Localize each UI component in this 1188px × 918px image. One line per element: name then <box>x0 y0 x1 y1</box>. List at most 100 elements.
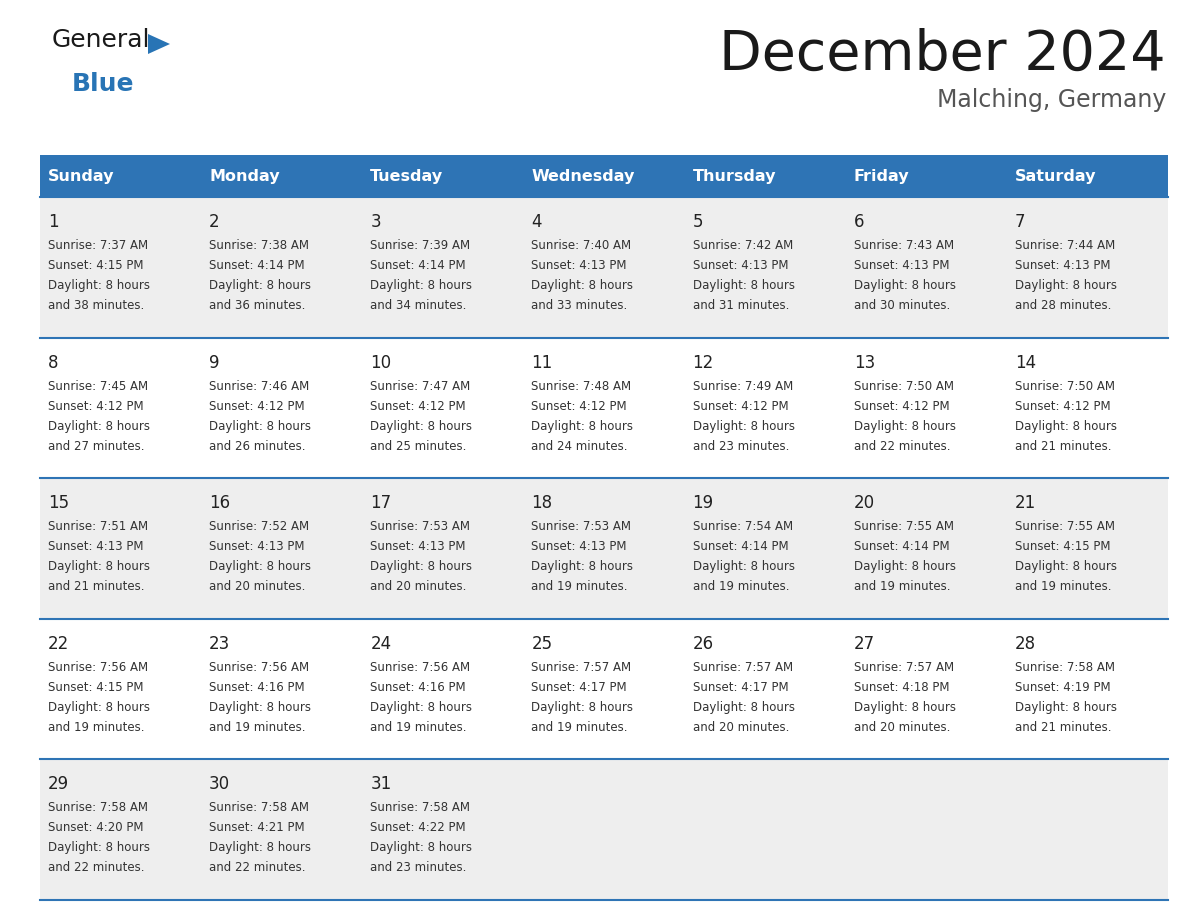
Text: Sunset: 4:14 PM: Sunset: 4:14 PM <box>371 259 466 272</box>
Text: Daylight: 8 hours: Daylight: 8 hours <box>48 842 150 855</box>
Text: and 34 minutes.: and 34 minutes. <box>371 299 467 312</box>
Text: General: General <box>52 28 151 52</box>
Text: Daylight: 8 hours: Daylight: 8 hours <box>209 842 311 855</box>
Text: Sunrise: 7:51 AM: Sunrise: 7:51 AM <box>48 521 148 533</box>
Text: Sunrise: 7:58 AM: Sunrise: 7:58 AM <box>371 801 470 814</box>
Text: and 19 minutes.: and 19 minutes. <box>531 721 628 733</box>
Text: and 20 minutes.: and 20 minutes. <box>371 580 467 593</box>
Text: Daylight: 8 hours: Daylight: 8 hours <box>48 420 150 432</box>
Text: Sunset: 4:12 PM: Sunset: 4:12 PM <box>854 399 949 412</box>
Text: Sunrise: 7:55 AM: Sunrise: 7:55 AM <box>854 521 954 533</box>
Text: Sunrise: 7:57 AM: Sunrise: 7:57 AM <box>693 661 792 674</box>
Text: Sunset: 4:22 PM: Sunset: 4:22 PM <box>371 822 466 834</box>
Text: and 28 minutes.: and 28 minutes. <box>1015 299 1111 312</box>
Text: Sunrise: 7:56 AM: Sunrise: 7:56 AM <box>209 661 309 674</box>
Text: and 31 minutes.: and 31 minutes. <box>693 299 789 312</box>
Text: Sunset: 4:17 PM: Sunset: 4:17 PM <box>531 681 627 694</box>
Text: 26: 26 <box>693 635 714 653</box>
Text: Tuesday: Tuesday <box>371 169 443 184</box>
Polygon shape <box>148 34 170 54</box>
Text: Daylight: 8 hours: Daylight: 8 hours <box>854 279 955 292</box>
Text: Daylight: 8 hours: Daylight: 8 hours <box>854 560 955 573</box>
Text: and 19 minutes.: and 19 minutes. <box>854 580 950 593</box>
Text: Sunrise: 7:48 AM: Sunrise: 7:48 AM <box>531 380 632 393</box>
Text: Sunset: 4:13 PM: Sunset: 4:13 PM <box>48 540 144 554</box>
Text: Sunrise: 7:43 AM: Sunrise: 7:43 AM <box>854 239 954 252</box>
Text: 23: 23 <box>209 635 230 653</box>
Text: Sunrise: 7:58 AM: Sunrise: 7:58 AM <box>1015 661 1114 674</box>
Text: and 36 minutes.: and 36 minutes. <box>209 299 305 312</box>
Text: Sunset: 4:13 PM: Sunset: 4:13 PM <box>531 259 627 272</box>
Bar <box>40 338 1168 478</box>
Text: Sunrise: 7:45 AM: Sunrise: 7:45 AM <box>48 380 148 393</box>
Text: Sunrise: 7:56 AM: Sunrise: 7:56 AM <box>48 661 148 674</box>
Text: and 25 minutes.: and 25 minutes. <box>371 440 467 453</box>
Text: Sunrise: 7:42 AM: Sunrise: 7:42 AM <box>693 239 792 252</box>
Text: Sunrise: 7:53 AM: Sunrise: 7:53 AM <box>531 521 632 533</box>
Text: and 19 minutes.: and 19 minutes. <box>209 721 305 733</box>
Text: Daylight: 8 hours: Daylight: 8 hours <box>1015 279 1117 292</box>
Text: Sunset: 4:13 PM: Sunset: 4:13 PM <box>371 540 466 554</box>
Text: 1: 1 <box>48 213 58 231</box>
Text: Sunset: 4:12 PM: Sunset: 4:12 PM <box>371 399 466 412</box>
Text: Sunset: 4:16 PM: Sunset: 4:16 PM <box>371 681 466 694</box>
Text: Sunset: 4:14 PM: Sunset: 4:14 PM <box>209 259 305 272</box>
Text: Sunday: Sunday <box>48 169 114 184</box>
Text: 3: 3 <box>371 213 381 231</box>
Text: and 22 minutes.: and 22 minutes. <box>209 861 305 875</box>
Bar <box>524 155 684 197</box>
Text: and 20 minutes.: and 20 minutes. <box>854 721 950 733</box>
Text: Sunset: 4:21 PM: Sunset: 4:21 PM <box>209 822 305 834</box>
Text: Daylight: 8 hours: Daylight: 8 hours <box>48 560 150 573</box>
Text: Daylight: 8 hours: Daylight: 8 hours <box>531 700 633 714</box>
Text: Sunrise: 7:39 AM: Sunrise: 7:39 AM <box>371 239 470 252</box>
Text: Sunrise: 7:40 AM: Sunrise: 7:40 AM <box>531 239 632 252</box>
Text: Daylight: 8 hours: Daylight: 8 hours <box>854 700 955 714</box>
Bar <box>1007 155 1168 197</box>
Text: 22: 22 <box>48 635 69 653</box>
Text: 11: 11 <box>531 353 552 372</box>
Text: Daylight: 8 hours: Daylight: 8 hours <box>531 560 633 573</box>
Text: Daylight: 8 hours: Daylight: 8 hours <box>531 279 633 292</box>
Text: Sunset: 4:12 PM: Sunset: 4:12 PM <box>209 399 305 412</box>
Text: and 27 minutes.: and 27 minutes. <box>48 440 145 453</box>
Text: Sunset: 4:15 PM: Sunset: 4:15 PM <box>48 681 144 694</box>
Text: 19: 19 <box>693 494 714 512</box>
Text: Sunrise: 7:58 AM: Sunrise: 7:58 AM <box>48 801 148 814</box>
Text: Sunset: 4:13 PM: Sunset: 4:13 PM <box>1015 259 1111 272</box>
Text: Sunset: 4:12 PM: Sunset: 4:12 PM <box>48 399 144 412</box>
Text: Sunset: 4:15 PM: Sunset: 4:15 PM <box>1015 540 1111 554</box>
Text: Sunset: 4:14 PM: Sunset: 4:14 PM <box>854 540 949 554</box>
Text: Sunset: 4:18 PM: Sunset: 4:18 PM <box>854 681 949 694</box>
Text: and 21 minutes.: and 21 minutes. <box>1015 721 1111 733</box>
Text: Sunrise: 7:50 AM: Sunrise: 7:50 AM <box>854 380 954 393</box>
Text: Sunset: 4:12 PM: Sunset: 4:12 PM <box>531 399 627 412</box>
Text: Daylight: 8 hours: Daylight: 8 hours <box>693 279 795 292</box>
Text: 15: 15 <box>48 494 69 512</box>
Text: Daylight: 8 hours: Daylight: 8 hours <box>531 420 633 432</box>
Text: Wednesday: Wednesday <box>531 169 634 184</box>
Text: 16: 16 <box>209 494 230 512</box>
Text: Sunset: 4:13 PM: Sunset: 4:13 PM <box>531 540 627 554</box>
Text: Sunrise: 7:47 AM: Sunrise: 7:47 AM <box>371 380 470 393</box>
Text: 18: 18 <box>531 494 552 512</box>
Text: Daylight: 8 hours: Daylight: 8 hours <box>371 279 473 292</box>
Text: Sunset: 4:15 PM: Sunset: 4:15 PM <box>48 259 144 272</box>
Text: and 20 minutes.: and 20 minutes. <box>209 580 305 593</box>
Text: Thursday: Thursday <box>693 169 776 184</box>
Text: Sunset: 4:13 PM: Sunset: 4:13 PM <box>854 259 949 272</box>
Text: Sunrise: 7:49 AM: Sunrise: 7:49 AM <box>693 380 792 393</box>
Text: and 24 minutes.: and 24 minutes. <box>531 440 628 453</box>
Text: Malching, Germany: Malching, Germany <box>936 88 1165 112</box>
Text: Sunrise: 7:57 AM: Sunrise: 7:57 AM <box>854 661 954 674</box>
Text: Daylight: 8 hours: Daylight: 8 hours <box>209 700 311 714</box>
Text: 31: 31 <box>371 776 392 793</box>
Text: Sunrise: 7:57 AM: Sunrise: 7:57 AM <box>531 661 632 674</box>
Bar <box>362 155 524 197</box>
Text: 6: 6 <box>854 213 864 231</box>
Text: and 26 minutes.: and 26 minutes. <box>209 440 305 453</box>
Bar <box>40 478 1168 619</box>
Text: Sunrise: 7:54 AM: Sunrise: 7:54 AM <box>693 521 792 533</box>
Text: Sunset: 4:19 PM: Sunset: 4:19 PM <box>1015 681 1111 694</box>
Text: and 22 minutes.: and 22 minutes. <box>48 861 145 875</box>
